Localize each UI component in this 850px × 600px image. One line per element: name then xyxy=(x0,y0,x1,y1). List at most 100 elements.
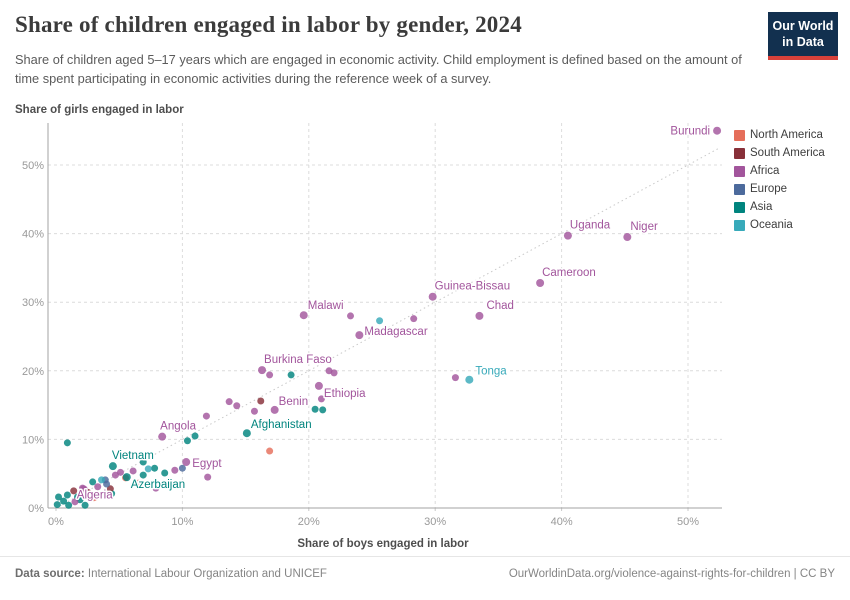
scatter-point[interactable] xyxy=(139,471,147,479)
data-source: Data source: International Labour Organi… xyxy=(15,568,327,580)
point-label-algeria: Algeria xyxy=(77,489,113,501)
y-tick-label: 10% xyxy=(22,434,44,446)
legend-swatch xyxy=(734,219,745,231)
scatter-point[interactable] xyxy=(152,484,160,492)
scatter-point-burundi[interactable] xyxy=(713,126,722,135)
scatter-point[interactable] xyxy=(183,437,191,445)
scatter-point-burkina-faso[interactable] xyxy=(258,366,267,375)
scatter-point[interactable] xyxy=(311,405,319,413)
scatter-point-tonga[interactable] xyxy=(465,375,474,384)
scatter-point[interactable] xyxy=(65,501,73,509)
scatter-point-cameroon[interactable] xyxy=(536,278,545,287)
scatter-point-angola[interactable] xyxy=(158,432,167,441)
point-label-burkina-faso: Burkina Faso xyxy=(264,354,332,366)
scatter-point[interactable] xyxy=(55,493,63,501)
scatter-point-guinea-bissau[interactable] xyxy=(428,292,437,301)
legend-item-oceania[interactable]: Oceania xyxy=(734,219,825,231)
scatter-point[interactable] xyxy=(81,501,89,509)
scatter-point[interactable] xyxy=(94,483,102,491)
scatter-point[interactable] xyxy=(70,487,78,495)
point-label-guinea-bissau: Guinea-Bissau xyxy=(435,281,510,293)
point-label-angola: Angola xyxy=(160,421,196,433)
scatter-point-chad[interactable] xyxy=(475,311,484,320)
footer-link[interactable]: OurWorldinData.org/violence-against-righ… xyxy=(508,568,835,580)
scatter-point[interactable] xyxy=(89,478,97,486)
scatter-point[interactable] xyxy=(410,315,418,323)
scatter-point[interactable] xyxy=(139,458,147,466)
point-label-malawi: Malawi xyxy=(308,300,344,312)
legend-label: North America xyxy=(750,129,823,141)
point-label-cameroon: Cameroon xyxy=(542,267,596,279)
scatter-point[interactable] xyxy=(90,494,98,502)
point-label-benin: Benin xyxy=(279,396,308,408)
scatter-point[interactable] xyxy=(98,476,106,484)
scatter-point[interactable] xyxy=(53,501,61,509)
owid-logo[interactable]: Our World in Data xyxy=(768,12,838,61)
scatter-point[interactable] xyxy=(451,374,459,382)
scatter-point[interactable] xyxy=(111,471,119,479)
scatter-point[interactable] xyxy=(129,467,137,475)
scatter-point-benin[interactable] xyxy=(270,405,279,414)
scatter-point[interactable] xyxy=(171,466,179,474)
scatter-point[interactable] xyxy=(178,464,186,472)
scatter-point-ethiopia[interactable] xyxy=(314,381,323,390)
legend-swatch xyxy=(734,129,745,141)
legend-label: Oceania xyxy=(750,219,793,231)
point-label-vietnam: Vietnam xyxy=(112,450,154,462)
scatter-point[interactable] xyxy=(257,397,265,405)
scatter-point-azerbaijan[interactable] xyxy=(122,473,131,482)
scatter-point[interactable] xyxy=(330,369,338,377)
x-tick-label: 40% xyxy=(551,516,573,528)
scatter-point-niger[interactable] xyxy=(623,233,632,242)
scatter-point[interactable] xyxy=(71,498,79,506)
legend-swatch xyxy=(734,201,745,213)
scatter-point[interactable] xyxy=(376,317,384,325)
scatter-point[interactable] xyxy=(202,412,210,420)
scatter-point-vietnam[interactable] xyxy=(108,462,117,471)
x-tick-label: 20% xyxy=(298,516,320,528)
scatter-point[interactable] xyxy=(233,402,241,410)
scatter-plot-area: 0% 0% 10% 10% 20% 20% 30% 30% 40% 40% 50% 50% Share … xyxy=(22,123,722,550)
scatter-point[interactable] xyxy=(347,312,355,320)
scatter-point[interactable] xyxy=(191,432,199,440)
legend-item-europe[interactable]: Europe xyxy=(734,183,825,195)
scatter-point[interactable] xyxy=(151,464,159,472)
scatter-point-madagascar[interactable] xyxy=(355,331,364,340)
point-label-ethiopia: Ethiopia xyxy=(324,388,366,400)
legend-swatch xyxy=(734,165,745,177)
scatter-point[interactable] xyxy=(266,447,274,455)
y-tick-label: 40% xyxy=(22,229,44,241)
scatter-point-malawi[interactable] xyxy=(299,311,308,320)
scatter-point-afghanistan[interactable] xyxy=(242,429,251,438)
scatter-point[interactable] xyxy=(63,491,71,499)
scatter-point[interactable] xyxy=(287,371,295,379)
continent-legend: North America South America Africa Europe As… xyxy=(734,129,825,237)
scatter-point[interactable] xyxy=(266,371,274,379)
scatter-point[interactable] xyxy=(144,465,152,473)
x-axis-title: Share of boys engaged in labor xyxy=(297,538,469,550)
point-label-burundi: Burundi xyxy=(670,126,710,138)
scatter-point[interactable] xyxy=(225,398,233,406)
legend-item-africa[interactable]: Africa xyxy=(734,165,825,177)
scatter-point[interactable] xyxy=(204,473,212,481)
scatter-point[interactable] xyxy=(319,406,327,414)
scatter-point[interactable] xyxy=(63,439,71,447)
x-tick-label: 30% xyxy=(424,516,446,528)
point-label-tonga: Tonga xyxy=(475,366,507,378)
scatter-point[interactable] xyxy=(106,485,114,493)
scatter-point-algeria[interactable] xyxy=(79,485,88,494)
scatter-point-egypt[interactable] xyxy=(182,458,191,467)
scatter-point[interactable] xyxy=(161,469,169,477)
legend-item-south-america[interactable]: South America xyxy=(734,147,825,159)
point-label-madagascar: Madagascar xyxy=(364,326,427,338)
legend-item-north-america[interactable]: North America xyxy=(734,129,825,141)
x-tick-label: 0% xyxy=(48,516,64,528)
point-label-uganda: Uganda xyxy=(570,220,611,232)
scatter-point[interactable] xyxy=(317,395,325,403)
scatter-point[interactable] xyxy=(134,479,142,487)
scatter-point-uganda[interactable] xyxy=(563,231,572,240)
legend-item-asia[interactable]: Asia xyxy=(734,201,825,213)
legend-label: South America xyxy=(750,147,825,159)
scatter-point[interactable] xyxy=(60,497,68,505)
scatter-point[interactable] xyxy=(250,407,258,415)
